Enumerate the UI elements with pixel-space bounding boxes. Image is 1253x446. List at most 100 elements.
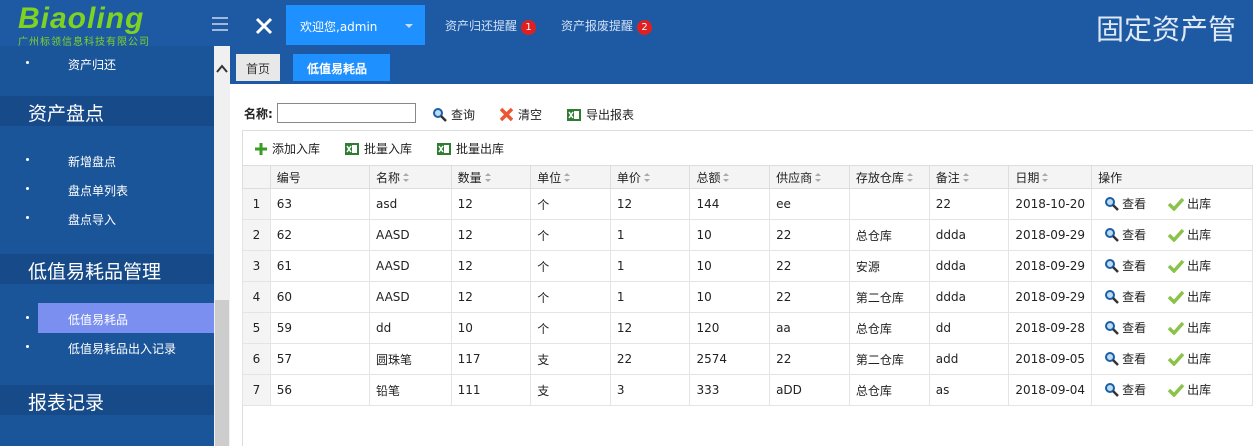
search-button[interactable]: 查询	[432, 106, 475, 123]
sort-icon[interactable]	[564, 172, 571, 183]
scroll-up[interactable]	[216, 64, 228, 74]
table-row[interactable]: 7 56 铅笔 111 支 3 333 aDD 总仓库 as 2018-09-04 查看 出库	[242, 374, 1253, 406]
cell: 12	[609, 188, 691, 220]
cell: 总仓库	[848, 219, 930, 251]
cell: 总仓库	[848, 312, 930, 344]
column-header[interactable]: 单位	[530, 165, 611, 189]
menu-item-active[interactable]: 低值易耗品	[26, 303, 214, 333]
table-row[interactable]: 5 59 dd 10 个 12 120 aa 总仓库 dd 2018-09-28 查看 出库	[242, 312, 1253, 344]
cell: 144	[689, 188, 771, 220]
actions-cell: 查看 出库	[1091, 312, 1253, 344]
close-icon[interactable]	[255, 17, 273, 35]
sort-icon[interactable]	[643, 172, 651, 183]
out-button[interactable]: 出库	[1168, 381, 1211, 398]
scroll-thumb[interactable]	[215, 300, 229, 446]
column-header[interactable]: 日期	[1008, 165, 1093, 189]
sort-icon[interactable]	[403, 172, 410, 183]
table-row[interactable]: 2 62 AASD 12 个 1 10 22 总仓库 ddda 2018-09-29 查看 出库	[242, 219, 1253, 251]
menu-section[interactable]: 资产盘点	[0, 96, 214, 126]
tab[interactable]: 首页	[236, 54, 281, 81]
alert-link[interactable]: 资产归还提醒 1	[445, 17, 537, 35]
sort-icon[interactable]	[723, 172, 730, 183]
cell: 第二仓库	[848, 281, 930, 313]
column-header[interactable]: 数量	[450, 165, 532, 189]
header-label: 数量	[457, 170, 482, 185]
user-menu[interactable]: 欢迎您,admin	[286, 5, 425, 45]
view-button[interactable]: 查看	[1104, 257, 1146, 274]
data-table: 编号 名称 数量 单位 单价 总额 供应商 存放仓库 备注 日期 操作 1 63 asd 12 个 12 144 e…	[242, 165, 1253, 406]
cell: ddda	[928, 219, 1010, 251]
cell: 22	[769, 219, 850, 251]
export-button[interactable]: 导出报表	[566, 106, 634, 123]
row-number: 3	[242, 250, 271, 282]
menu-section[interactable]: 低值易耗品管理	[0, 254, 214, 284]
actions-cell: 查看 出库	[1091, 281, 1253, 313]
table-row[interactable]: 4 60 AASD 12 个 1 10 22 第二仓库 ddda 2018-09-29 查看 出库	[242, 281, 1253, 313]
column-header[interactable]: 单价	[609, 165, 691, 189]
table-row[interactable]: 1 63 asd 12 个 12 144 ee 22 2018-10-20 查看 出库	[242, 188, 1253, 220]
cell: 个	[530, 219, 611, 251]
header-label: 总额	[696, 170, 721, 185]
cell: 62	[269, 219, 371, 251]
cell: add	[928, 343, 1010, 375]
column-header[interactable]: 备注	[928, 165, 1010, 189]
search-input[interactable]	[276, 103, 416, 123]
menu-section[interactable]: 报表记录	[0, 385, 214, 415]
out-button[interactable]: 出库	[1168, 350, 1211, 367]
cell: 22	[769, 250, 850, 282]
view-button[interactable]: 查看	[1104, 319, 1146, 336]
menu-item[interactable]: 资产归还	[26, 48, 214, 78]
sort-icon[interactable]	[1042, 172, 1049, 183]
column-header[interactable]: 编号	[269, 165, 371, 189]
cell: 22	[928, 188, 1010, 220]
column-header[interactable]: 操作	[1091, 165, 1253, 189]
cell: ee	[769, 188, 850, 220]
out-button[interactable]: 出库	[1168, 195, 1211, 212]
row-number: 4	[242, 281, 271, 313]
batch-out-button[interactable]: 批量出库	[436, 140, 504, 157]
button-label: 查询	[451, 108, 476, 122]
add-button[interactable]: 添加入库	[254, 140, 320, 157]
out-button[interactable]: 出库	[1168, 288, 1211, 305]
out-button[interactable]: 出库	[1168, 319, 1211, 336]
view-button[interactable]: 查看	[1104, 350, 1146, 367]
header-label: 日期	[1015, 170, 1040, 185]
column-header[interactable]: 供应商	[769, 165, 850, 189]
column-header[interactable]: 存放仓库	[848, 165, 930, 189]
alert-label: 资产报废提醒	[561, 19, 634, 33]
table-row[interactable]: 6 57 圆珠笔 117 支 22 2574 22 第二仓库 add 2018-09-05 查看 出库	[242, 343, 1253, 375]
sort-icon[interactable]	[815, 172, 822, 183]
batch-in-button[interactable]: 批量入库	[344, 140, 412, 157]
cell: 61	[269, 250, 371, 282]
column-header[interactable]: 名称	[369, 165, 452, 189]
cell: AASD	[369, 281, 452, 313]
table-row[interactable]: 3 61 AASD 12 个 1 10 22 安源 ddda 2018-09-29 查看 出库	[242, 250, 1253, 282]
clear-button[interactable]: 清空	[499, 106, 542, 123]
menu-item[interactable]: 盘点导入	[26, 203, 214, 233]
alert-link[interactable]: 资产报废提醒 2	[561, 17, 653, 35]
view-button[interactable]: 查看	[1104, 381, 1146, 398]
sort-icon[interactable]	[906, 172, 914, 183]
cell: 个	[530, 281, 611, 313]
column-header[interactable]: 总额	[689, 165, 771, 189]
header-row: 编号 名称 数量 单位 单价 总额 供应商 存放仓库 备注 日期 操作	[242, 165, 1253, 189]
cell: 12	[450, 188, 532, 220]
row-number: 6	[242, 343, 271, 375]
header-label: 编号	[276, 170, 301, 185]
out-button[interactable]: 出库	[1168, 226, 1211, 243]
view-button[interactable]: 查看	[1104, 195, 1146, 212]
cell: 安源	[848, 250, 930, 282]
sort-icon[interactable]	[484, 172, 492, 183]
tab-active[interactable]: 低值易耗品	[293, 54, 390, 81]
view-button[interactable]: 查看	[1104, 226, 1146, 243]
sort-icon[interactable]	[962, 172, 970, 183]
out-button[interactable]: 出库	[1168, 257, 1211, 274]
menu-icon[interactable]	[212, 16, 230, 32]
menu-item[interactable]: 新增盘点	[26, 145, 214, 175]
cell: 12	[450, 250, 532, 282]
row-number: 7	[242, 374, 271, 406]
menu-item[interactable]: 盘点单列表	[26, 174, 214, 204]
menu-item[interactable]: 低值易耗品出入记录	[26, 332, 214, 362]
cell: 59	[269, 312, 371, 344]
view-button[interactable]: 查看	[1104, 288, 1146, 305]
